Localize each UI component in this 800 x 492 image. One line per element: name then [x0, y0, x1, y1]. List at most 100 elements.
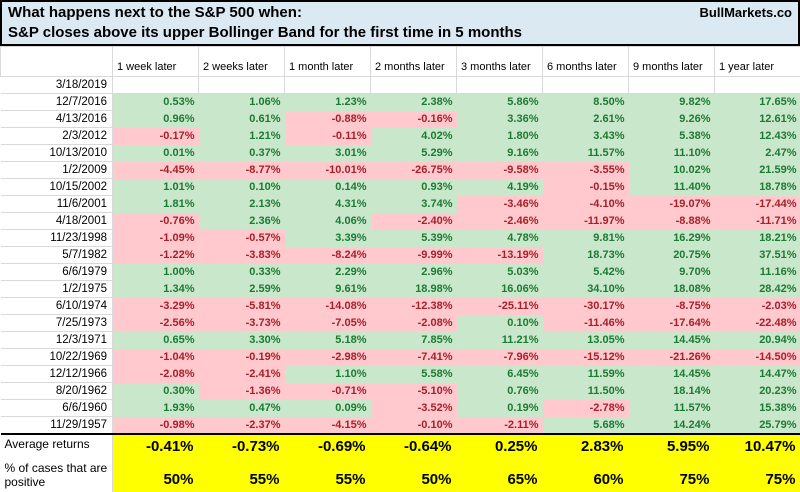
- return-cell[interactable]: 0.14%: [284, 178, 371, 196]
- return-cell[interactable]: 18.78%: [714, 178, 800, 196]
- return-cell[interactable]: 1.23%: [284, 93, 371, 111]
- return-cell[interactable]: -1.36%: [198, 382, 285, 400]
- return-cell[interactable]: -0.11%: [284, 127, 371, 145]
- return-cell[interactable]: 8.50%: [542, 93, 629, 111]
- pct-cell[interactable]: 55%: [198, 458, 285, 492]
- return-cell[interactable]: 20.75%: [628, 246, 715, 264]
- return-cell[interactable]: 0.47%: [198, 399, 285, 417]
- return-cell[interactable]: 6.45%: [456, 365, 543, 383]
- return-cell[interactable]: 0.65%: [112, 331, 199, 349]
- return-cell[interactable]: 9.82%: [628, 93, 715, 111]
- return-cell[interactable]: 5.38%: [628, 127, 715, 145]
- return-cell[interactable]: 4.31%: [284, 195, 371, 213]
- return-cell[interactable]: -2.11%: [456, 416, 543, 434]
- pct-positive-label[interactable]: % of cases that are positive: [0, 458, 113, 492]
- return-cell[interactable]: 2.61%: [542, 110, 629, 128]
- pct-cell[interactable]: 60%: [542, 458, 629, 492]
- return-cell[interactable]: -2.41%: [198, 365, 285, 383]
- return-cell[interactable]: -3.52%: [370, 399, 457, 417]
- header-cell-2-weeks[interactable]: 2 weeks later: [198, 46, 285, 77]
- avg-cell[interactable]: 10.47%: [714, 432, 800, 459]
- return-cell[interactable]: -0.17%: [112, 127, 199, 145]
- return-cell[interactable]: -0.76%: [112, 212, 199, 230]
- header-cell-1-year[interactable]: 1 year later: [714, 46, 800, 77]
- date-cell[interactable]: 11/6/2001: [0, 195, 113, 213]
- return-cell[interactable]: 2.13%: [198, 195, 285, 213]
- avg-cell[interactable]: -0.69%: [284, 432, 371, 459]
- return-cell[interactable]: 18.08%: [628, 280, 715, 298]
- pct-cell[interactable]: 75%: [714, 458, 800, 492]
- return-cell[interactable]: 0.76%: [456, 382, 543, 400]
- date-cell[interactable]: 2/3/2012: [0, 127, 113, 145]
- return-cell[interactable]: -9.99%: [370, 246, 457, 264]
- return-cell[interactable]: -30.17%: [542, 297, 629, 315]
- return-cell[interactable]: 16.06%: [456, 280, 543, 298]
- return-cell[interactable]: [112, 76, 199, 94]
- date-cell[interactable]: 3/18/2019: [0, 76, 113, 94]
- date-cell[interactable]: 12/12/1966: [0, 365, 113, 383]
- date-cell[interactable]: 8/20/1962: [0, 382, 113, 400]
- return-cell[interactable]: 18.14%: [628, 382, 715, 400]
- return-cell[interactable]: 11.57%: [542, 144, 629, 162]
- return-cell[interactable]: 21.59%: [714, 161, 800, 179]
- return-cell[interactable]: 1.00%: [112, 263, 199, 281]
- return-cell[interactable]: -13.19%: [456, 246, 543, 264]
- avg-cell[interactable]: -0.41%: [112, 432, 199, 459]
- return-cell[interactable]: [542, 76, 629, 94]
- return-cell[interactable]: -8.77%: [198, 161, 285, 179]
- return-cell[interactable]: -9.58%: [456, 161, 543, 179]
- return-cell[interactable]: 0.09%: [284, 399, 371, 417]
- return-cell[interactable]: 4.78%: [456, 229, 543, 247]
- return-cell[interactable]: 0.10%: [456, 314, 543, 332]
- return-cell[interactable]: 0.30%: [112, 382, 199, 400]
- date-cell[interactable]: 1/2/2009: [0, 161, 113, 179]
- return-cell[interactable]: -2.46%: [456, 212, 543, 230]
- return-cell[interactable]: 13.05%: [542, 331, 629, 349]
- return-cell[interactable]: 20.94%: [714, 331, 800, 349]
- return-cell[interactable]: -3.29%: [112, 297, 199, 315]
- header-cell-6-months[interactable]: 6 months later: [542, 46, 629, 77]
- return-cell[interactable]: 0.96%: [112, 110, 199, 128]
- return-cell[interactable]: 1.06%: [198, 93, 285, 111]
- return-cell[interactable]: -3.73%: [198, 314, 285, 332]
- return-cell[interactable]: -11.46%: [542, 314, 629, 332]
- return-cell[interactable]: 9.70%: [628, 263, 715, 281]
- return-cell[interactable]: 11.59%: [542, 365, 629, 383]
- return-cell[interactable]: -26.75%: [370, 161, 457, 179]
- return-cell[interactable]: 11.10%: [628, 144, 715, 162]
- date-cell[interactable]: 10/13/2010: [0, 144, 113, 162]
- return-cell[interactable]: [370, 76, 457, 94]
- date-cell[interactable]: 4/18/2001: [0, 212, 113, 230]
- return-cell[interactable]: 4.19%: [456, 178, 543, 196]
- return-cell[interactable]: -11.71%: [714, 212, 800, 230]
- return-cell[interactable]: 2.59%: [198, 280, 285, 298]
- return-cell[interactable]: 1.93%: [112, 399, 199, 417]
- return-cell[interactable]: 16.29%: [628, 229, 715, 247]
- return-cell[interactable]: -2.78%: [542, 399, 629, 417]
- return-cell[interactable]: 4.02%: [370, 127, 457, 145]
- return-cell[interactable]: -19.07%: [628, 195, 715, 213]
- return-cell[interactable]: 5.39%: [370, 229, 457, 247]
- average-returns-label[interactable]: Average returns: [0, 432, 113, 459]
- return-cell[interactable]: 5.29%: [370, 144, 457, 162]
- return-cell[interactable]: 5.58%: [370, 365, 457, 383]
- return-cell[interactable]: 1.80%: [456, 127, 543, 145]
- return-cell[interactable]: 7.85%: [370, 331, 457, 349]
- return-cell[interactable]: [284, 76, 371, 94]
- return-cell[interactable]: 0.61%: [198, 110, 285, 128]
- return-cell[interactable]: -0.98%: [112, 416, 199, 434]
- return-cell[interactable]: -5.10%: [370, 382, 457, 400]
- return-cell[interactable]: 11.21%: [456, 331, 543, 349]
- return-cell[interactable]: 0.01%: [112, 144, 199, 162]
- return-cell[interactable]: -3.55%: [542, 161, 629, 179]
- return-cell[interactable]: -3.83%: [198, 246, 285, 264]
- return-cell[interactable]: 2.36%: [198, 212, 285, 230]
- return-cell[interactable]: 4.06%: [284, 212, 371, 230]
- return-cell[interactable]: -2.08%: [370, 314, 457, 332]
- return-cell[interactable]: -5.81%: [198, 297, 285, 315]
- date-cell[interactable]: 10/15/2002: [0, 178, 113, 196]
- return-cell[interactable]: -0.15%: [542, 178, 629, 196]
- date-cell[interactable]: 5/7/1982: [0, 246, 113, 264]
- return-cell[interactable]: -4.15%: [284, 416, 371, 434]
- return-cell[interactable]: -3.46%: [456, 195, 543, 213]
